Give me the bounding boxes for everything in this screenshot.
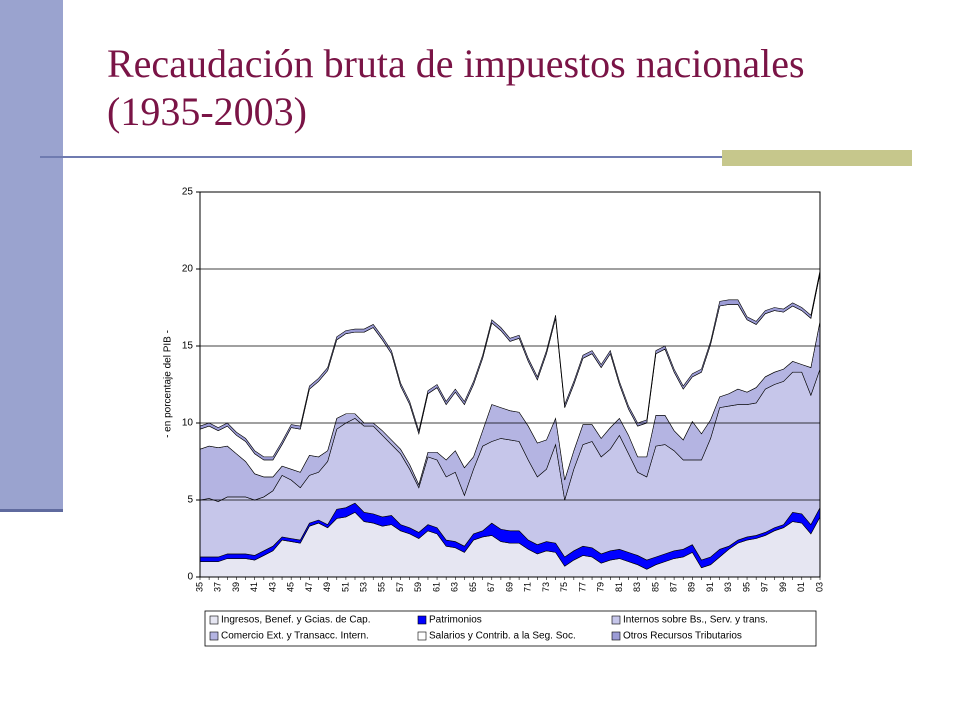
- x-tick-label: 01: [796, 582, 806, 592]
- x-tick-label: 03: [814, 582, 824, 592]
- slide-title: Recaudación bruta de impuestos nacionale…: [107, 41, 805, 134]
- x-tick-label: 43: [267, 582, 277, 592]
- x-tick-label: 75: [559, 582, 569, 592]
- x-tick-label: 39: [231, 582, 241, 592]
- x-tick-label: 79: [596, 582, 606, 592]
- x-tick-label: 63: [450, 582, 460, 592]
- y-tick-label: 15: [182, 341, 194, 352]
- x-tick-label: 81: [614, 582, 624, 592]
- x-tick-label: 71: [523, 582, 533, 592]
- x-tick-label: 77: [577, 582, 587, 592]
- x-tick-label: 99: [778, 582, 788, 592]
- y-tick-label: 5: [187, 495, 193, 506]
- legend-label: Otros Recursos Tributarios: [623, 631, 742, 642]
- y-tick-label: 25: [182, 187, 194, 198]
- x-tick-label: 57: [395, 582, 405, 592]
- x-tick-label: 87: [668, 582, 678, 592]
- legend-swatch: [417, 615, 427, 625]
- side-bar-edge: [0, 509, 63, 512]
- x-tick-label: 59: [413, 582, 423, 592]
- y-tick-label: 20: [182, 264, 194, 275]
- x-tick-label: 69: [504, 582, 514, 592]
- x-tick-label: 91: [705, 582, 715, 592]
- x-tick-label: 85: [650, 582, 660, 592]
- x-tick-label: 45: [286, 582, 296, 592]
- x-tick-label: 37: [213, 582, 223, 592]
- legend-swatch: [209, 631, 219, 641]
- legend-label: Ingresos, Benef. y Gcias. de Cap.: [221, 615, 371, 626]
- legend-swatch: [417, 631, 427, 641]
- legend-label: Salarios y Contrib. a la Seg. Soc.: [429, 631, 576, 642]
- legend-swatch: [611, 615, 621, 625]
- x-tick-label: 93: [723, 582, 733, 592]
- legend-label: Patrimonios: [429, 615, 482, 626]
- x-tick-label: 35: [194, 582, 204, 592]
- x-tick-label: 49: [322, 582, 332, 592]
- x-tick-label: 97: [760, 582, 770, 592]
- accent-block: [722, 150, 912, 166]
- legend-box: [204, 610, 817, 647]
- x-tick-label: 67: [486, 582, 496, 592]
- x-tick-label: 73: [541, 582, 551, 592]
- y-tick-label: 10: [182, 418, 194, 429]
- legend-swatch: [209, 615, 219, 625]
- legend-swatch: [611, 631, 621, 641]
- x-tick-label: 61: [431, 582, 441, 592]
- x-tick-label: 89: [687, 582, 697, 592]
- x-tick-label: 95: [741, 582, 751, 592]
- x-tick-label: 65: [468, 582, 478, 592]
- x-tick-label: 53: [358, 582, 368, 592]
- x-tick-label: 41: [249, 582, 259, 592]
- side-bar: [0, 0, 63, 512]
- legend-label: Internos sobre Bs., Serv. y trans.: [623, 615, 768, 626]
- y-axis-label: - en porcentaje del PIB -: [163, 330, 174, 438]
- x-tick-label: 55: [377, 582, 387, 592]
- y-tick-label: 0: [187, 572, 193, 583]
- x-tick-label: 47: [304, 582, 314, 592]
- legend-label: Comercio Ext. y Transacc. Intern.: [221, 631, 369, 642]
- x-tick-label: 83: [632, 582, 642, 592]
- x-tick-label: 51: [340, 582, 350, 592]
